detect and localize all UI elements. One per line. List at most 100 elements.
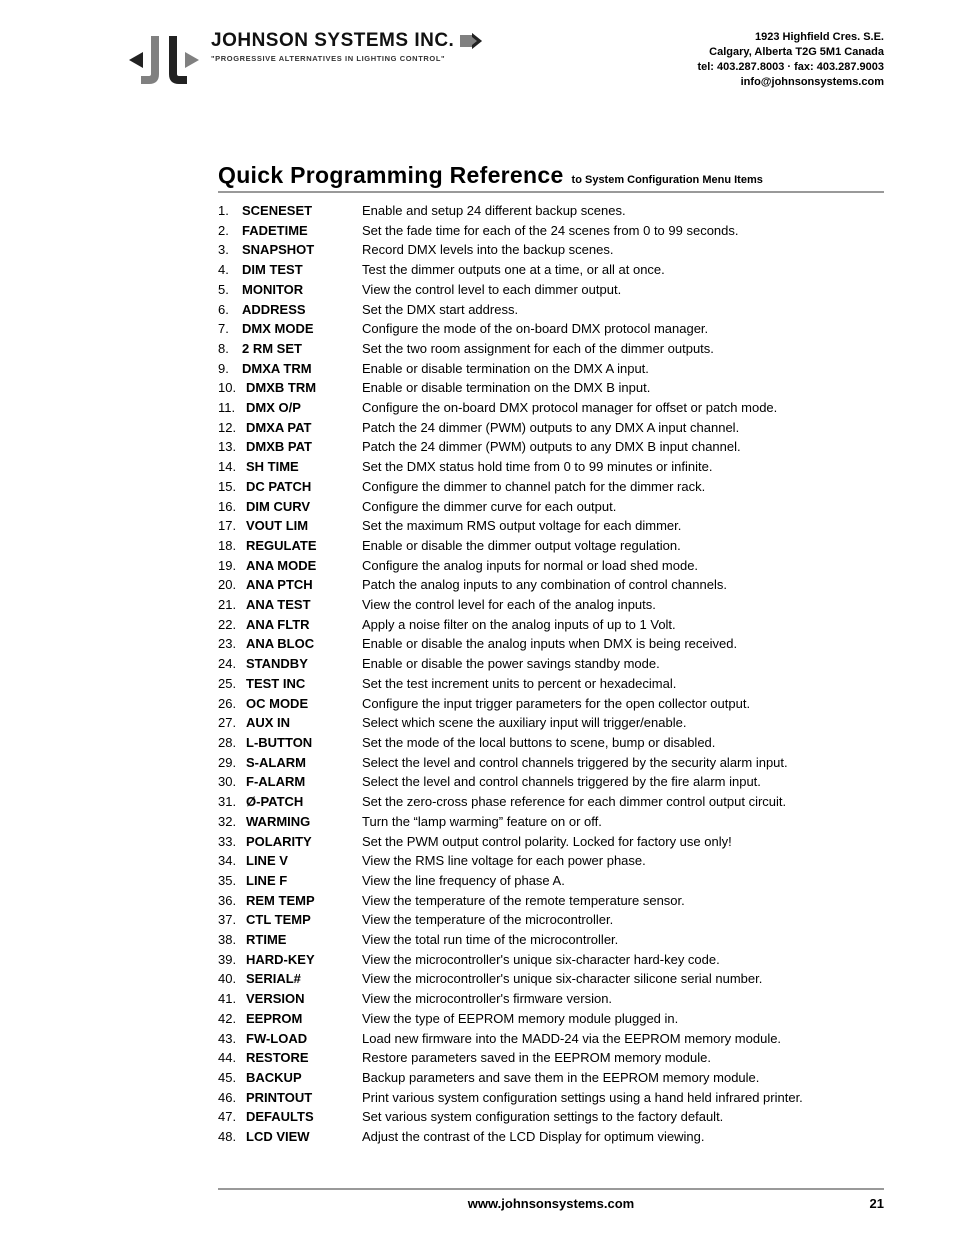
footer-page-number: 21 [870,1196,884,1211]
menu-item-description: Enable or disable the power savings stan… [362,654,884,674]
menu-item-name: 2 RM SET [242,339,362,359]
menu-item-number: 10. [218,378,246,398]
menu-item-row: 24.STANDBYEnable or disable the power sa… [218,654,884,674]
menu-item-row: 30.F-ALARMSelect the level and control c… [218,772,884,792]
menu-item-row: 10.DMXB TRMEnable or disable termination… [218,378,884,398]
menu-item-number: 31. [218,792,246,812]
menu-item-number: 11. [218,398,246,418]
menu-item-row: 38.RTIMEView the total run time of the m… [218,930,884,950]
menu-item-name: DMXA PAT [246,418,362,438]
menu-item-number: 9. [218,359,242,379]
menu-item-description: View the microcontroller's firmware vers… [362,989,884,1009]
title-main: Quick Programming Reference [218,162,564,189]
menu-item-number: 47. [218,1107,246,1127]
menu-item-description: Configure the analog inputs for normal o… [362,556,884,576]
menu-item-row: 27.AUX INSelect which scene the auxiliar… [218,713,884,733]
menu-item-number: 38. [218,930,246,950]
menu-item-row: 40.SERIAL#View the microcontroller's uni… [218,969,884,989]
menu-item-name: S-ALARM [246,753,362,773]
menu-item-number: 23. [218,634,246,654]
menu-item-number: 15. [218,477,246,497]
menu-item-number: 21. [218,595,246,615]
menu-item-row: 21.ANA TESTView the control level for ea… [218,595,884,615]
menu-item-name: DIM TEST [242,260,362,280]
menu-item-name: LINE F [246,871,362,891]
menu-item-description: Apply a noise filter on the analog input… [362,615,884,635]
menu-item-row: 3.SNAPSHOTRecord DMX levels into the bac… [218,240,884,260]
page-footer: www.johnsonsystems.com 21 [0,1188,954,1211]
menu-item-name: EEPROM [246,1009,362,1029]
menu-item-description: View the temperature of the remote tempe… [362,891,884,911]
menu-item-row: 15.DC PATCHConfigure the dimmer to chann… [218,477,884,497]
menu-item-description: Set the test increment units to percent … [362,674,884,694]
menu-item-description: Enable or disable the analog inputs when… [362,634,884,654]
menu-items-list: 1.SCENESETEnable and setup 24 different … [218,201,884,1147]
menu-item-row: 43.FW-LOADLoad new firmware into the MAD… [218,1029,884,1049]
menu-item-number: 5. [218,280,242,300]
menu-item-number: 45. [218,1068,246,1088]
footer-line: www.johnsonsystems.com 21 [218,1188,884,1211]
menu-item-row: 29.S-ALARMSelect the level and control c… [218,753,884,773]
menu-item-description: Set the DMX start address. [362,300,884,320]
menu-item-row: 8.2 RM SETSet the two room assignment fo… [218,339,884,359]
menu-item-description: Set the zero-cross phase reference for e… [362,792,884,812]
menu-item-name: VOUT LIM [246,516,362,536]
menu-item-name: REM TEMP [246,891,362,911]
menu-item-row: 12.DMXA PATPatch the 24 dimmer (PWM) out… [218,418,884,438]
menu-item-number: 43. [218,1029,246,1049]
menu-item-row: 44.RESTORERestore parameters saved in th… [218,1048,884,1068]
menu-item-row: 41.VERSIONView the microcontroller's fir… [218,989,884,1009]
page-header: JOHNSON SYSTEMS INC. "PROGRESSIVE ALTERN… [0,0,954,102]
menu-item-description: Patch the 24 dimmer (PWM) outputs to any… [362,418,884,438]
menu-item-number: 19. [218,556,246,576]
company-name-text: JOHNSON SYSTEMS INC. [211,30,454,52]
menu-item-name: ANA FLTR [246,615,362,635]
menu-item-name: SH TIME [246,457,362,477]
menu-item-row: 18.REGULATEEnable or disable the dimmer … [218,536,884,556]
menu-item-name: ANA BLOC [246,634,362,654]
menu-item-name: POLARITY [246,832,362,852]
menu-item-description: Load new firmware into the MADD-24 via t… [362,1029,884,1049]
menu-item-description: View the temperature of the microcontrol… [362,910,884,930]
menu-item-description: Test the dimmer outputs one at a time, o… [362,260,884,280]
menu-item-description: View the microcontroller's unique six-ch… [362,950,884,970]
menu-item-number: 28. [218,733,246,753]
menu-item-description: Set the mode of the local buttons to sce… [362,733,884,753]
menu-item-description: Adjust the contrast of the LCD Display f… [362,1127,884,1147]
menu-item-row: 31.Ø-PATCHSet the zero-cross phase refer… [218,792,884,812]
logo-text-block: JOHNSON SYSTEMS INC. "PROGRESSIVE ALTERN… [211,30,482,63]
arrow-right-icon [460,33,482,49]
menu-item-description: Print various system configuration setti… [362,1088,884,1108]
menu-item-row: 23.ANA BLOCEnable or disable the analog … [218,634,884,654]
menu-item-row: 13.DMXB PATPatch the 24 dimmer (PWM) out… [218,437,884,457]
menu-item-row: 34.LINE VView the RMS line voltage for e… [218,851,884,871]
menu-item-number: 42. [218,1009,246,1029]
menu-item-name: VERSION [246,989,362,1009]
menu-item-name: OC MODE [246,694,362,714]
menu-item-description: Patch the 24 dimmer (PWM) outputs to any… [362,437,884,457]
menu-item-number: 27. [218,713,246,733]
menu-item-name: MONITOR [242,280,362,300]
menu-item-name: WARMING [246,812,362,832]
menu-item-number: 44. [218,1048,246,1068]
menu-item-number: 25. [218,674,246,694]
address-line-1: 1923 Highfield Cres. S.E. [697,30,884,45]
menu-item-description: Enable or disable termination on the DMX… [362,359,884,379]
menu-item-name: SNAPSHOT [242,240,362,260]
menu-item-row: 28.L-BUTTONSet the mode of the local but… [218,733,884,753]
menu-item-row: 19.ANA MODEConfigure the analog inputs f… [218,556,884,576]
menu-item-number: 2. [218,221,242,241]
menu-item-description: View the line frequency of phase A. [362,871,884,891]
menu-item-description: Enable and setup 24 different backup sce… [362,201,884,221]
menu-item-description: View the total run time of the microcont… [362,930,884,950]
phone-line: tel: 403.287.8003 · fax: 403.287.9003 [697,60,884,75]
tagline: "PROGRESSIVE ALTERNATIVES IN LIGHTING CO… [211,54,482,63]
menu-item-name: ANA PTCH [246,575,362,595]
menu-item-name: BACKUP [246,1068,362,1088]
menu-item-description: Restore parameters saved in the EEPROM m… [362,1048,884,1068]
menu-item-row: 32.WARMINGTurn the “lamp warming” featur… [218,812,884,832]
menu-item-description: Configure the on-board DMX protocol mana… [362,398,884,418]
menu-item-row: 25.TEST INCSet the test increment units … [218,674,884,694]
menu-item-description: Record DMX levels into the backup scenes… [362,240,884,260]
menu-item-number: 4. [218,260,242,280]
